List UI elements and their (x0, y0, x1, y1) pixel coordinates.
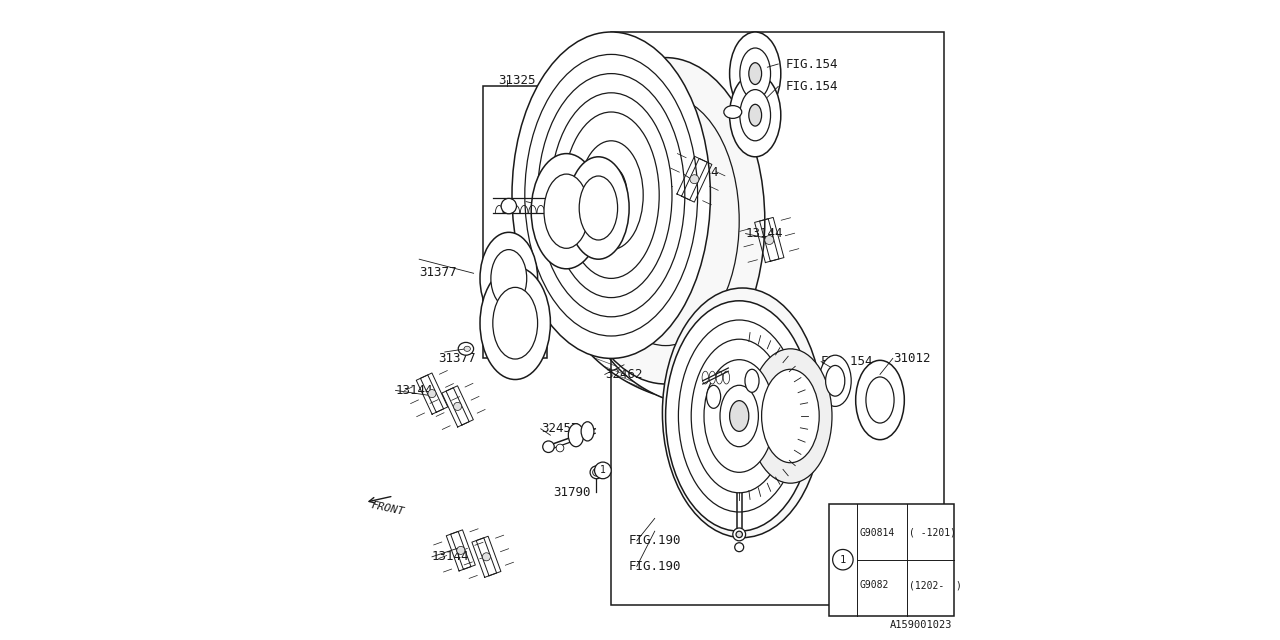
Text: 13144: 13144 (433, 550, 470, 563)
Ellipse shape (690, 175, 699, 184)
Text: 1: 1 (840, 555, 846, 564)
Text: ( -1201): ( -1201) (910, 528, 956, 538)
Ellipse shape (538, 74, 685, 317)
Ellipse shape (465, 346, 471, 351)
Text: 13144: 13144 (745, 227, 783, 240)
Ellipse shape (740, 48, 771, 99)
Ellipse shape (500, 198, 517, 214)
Text: 31196: 31196 (529, 195, 566, 208)
Circle shape (590, 466, 603, 479)
Text: FIG.154: FIG.154 (786, 58, 838, 70)
Ellipse shape (749, 63, 762, 84)
Ellipse shape (666, 301, 813, 531)
Text: FIG.154: FIG.154 (822, 355, 874, 368)
Ellipse shape (723, 371, 730, 384)
Ellipse shape (740, 90, 771, 141)
Text: 32457: 32457 (540, 422, 579, 435)
Ellipse shape (591, 96, 740, 346)
Text: 32462: 32462 (604, 368, 643, 381)
Ellipse shape (819, 355, 851, 406)
Ellipse shape (730, 74, 781, 157)
Text: 0104S: 0104S (759, 358, 796, 371)
Ellipse shape (566, 58, 765, 384)
Ellipse shape (749, 104, 762, 126)
Text: G90814: G90814 (860, 528, 895, 538)
Ellipse shape (724, 106, 742, 118)
Text: 31377: 31377 (420, 266, 457, 278)
Ellipse shape (717, 371, 723, 384)
Ellipse shape (493, 287, 538, 359)
Ellipse shape (480, 267, 550, 380)
Ellipse shape (581, 422, 594, 441)
Ellipse shape (646, 189, 685, 253)
Ellipse shape (563, 112, 659, 278)
Text: 13144: 13144 (396, 384, 433, 397)
Ellipse shape (765, 236, 773, 244)
Text: G9082: G9082 (860, 580, 888, 591)
Text: 32451: 32451 (502, 352, 540, 365)
Ellipse shape (678, 320, 800, 512)
Text: 31377: 31377 (438, 352, 476, 365)
Ellipse shape (568, 157, 630, 259)
Ellipse shape (627, 157, 704, 285)
Ellipse shape (730, 401, 749, 431)
Circle shape (735, 543, 744, 552)
Ellipse shape (483, 553, 490, 561)
Ellipse shape (691, 339, 787, 493)
Ellipse shape (865, 377, 895, 423)
Ellipse shape (580, 141, 644, 250)
Ellipse shape (512, 32, 710, 358)
Text: 31790: 31790 (554, 486, 591, 499)
Circle shape (733, 528, 745, 541)
Ellipse shape (595, 166, 627, 224)
Ellipse shape (663, 288, 823, 538)
Ellipse shape (704, 360, 774, 472)
Ellipse shape (707, 385, 721, 408)
Bar (484, 86, 548, 358)
Ellipse shape (428, 390, 436, 397)
Ellipse shape (480, 232, 538, 324)
Circle shape (736, 531, 742, 538)
Ellipse shape (730, 32, 781, 115)
Text: 31325: 31325 (498, 74, 535, 86)
Text: FIG.190: FIG.190 (628, 560, 681, 573)
Circle shape (833, 549, 854, 570)
Ellipse shape (701, 371, 709, 384)
Ellipse shape (550, 93, 672, 298)
Ellipse shape (525, 54, 698, 336)
Text: (1202-  ): (1202- ) (910, 580, 963, 591)
Ellipse shape (457, 547, 465, 554)
Text: FRONT: FRONT (370, 500, 404, 517)
Ellipse shape (745, 369, 759, 392)
Ellipse shape (458, 342, 474, 355)
Circle shape (556, 444, 564, 452)
Ellipse shape (579, 176, 618, 240)
Ellipse shape (568, 424, 584, 447)
Text: A159001023: A159001023 (890, 620, 952, 630)
Text: FIG.154: FIG.154 (786, 80, 838, 93)
Circle shape (543, 441, 554, 452)
Ellipse shape (453, 403, 462, 410)
Circle shape (594, 462, 612, 479)
Ellipse shape (709, 371, 716, 384)
Circle shape (593, 468, 600, 476)
Bar (612, 32, 945, 605)
Ellipse shape (531, 154, 602, 269)
Ellipse shape (855, 360, 905, 440)
Ellipse shape (762, 369, 819, 463)
Text: FIG.190: FIG.190 (628, 534, 681, 547)
Text: 31012: 31012 (893, 352, 931, 365)
Ellipse shape (544, 174, 589, 248)
Ellipse shape (826, 365, 845, 396)
Text: 13144: 13144 (681, 166, 719, 179)
Ellipse shape (719, 385, 759, 447)
Text: 1: 1 (600, 465, 605, 476)
Ellipse shape (749, 349, 832, 483)
Bar (829, 504, 954, 616)
Ellipse shape (490, 250, 527, 307)
